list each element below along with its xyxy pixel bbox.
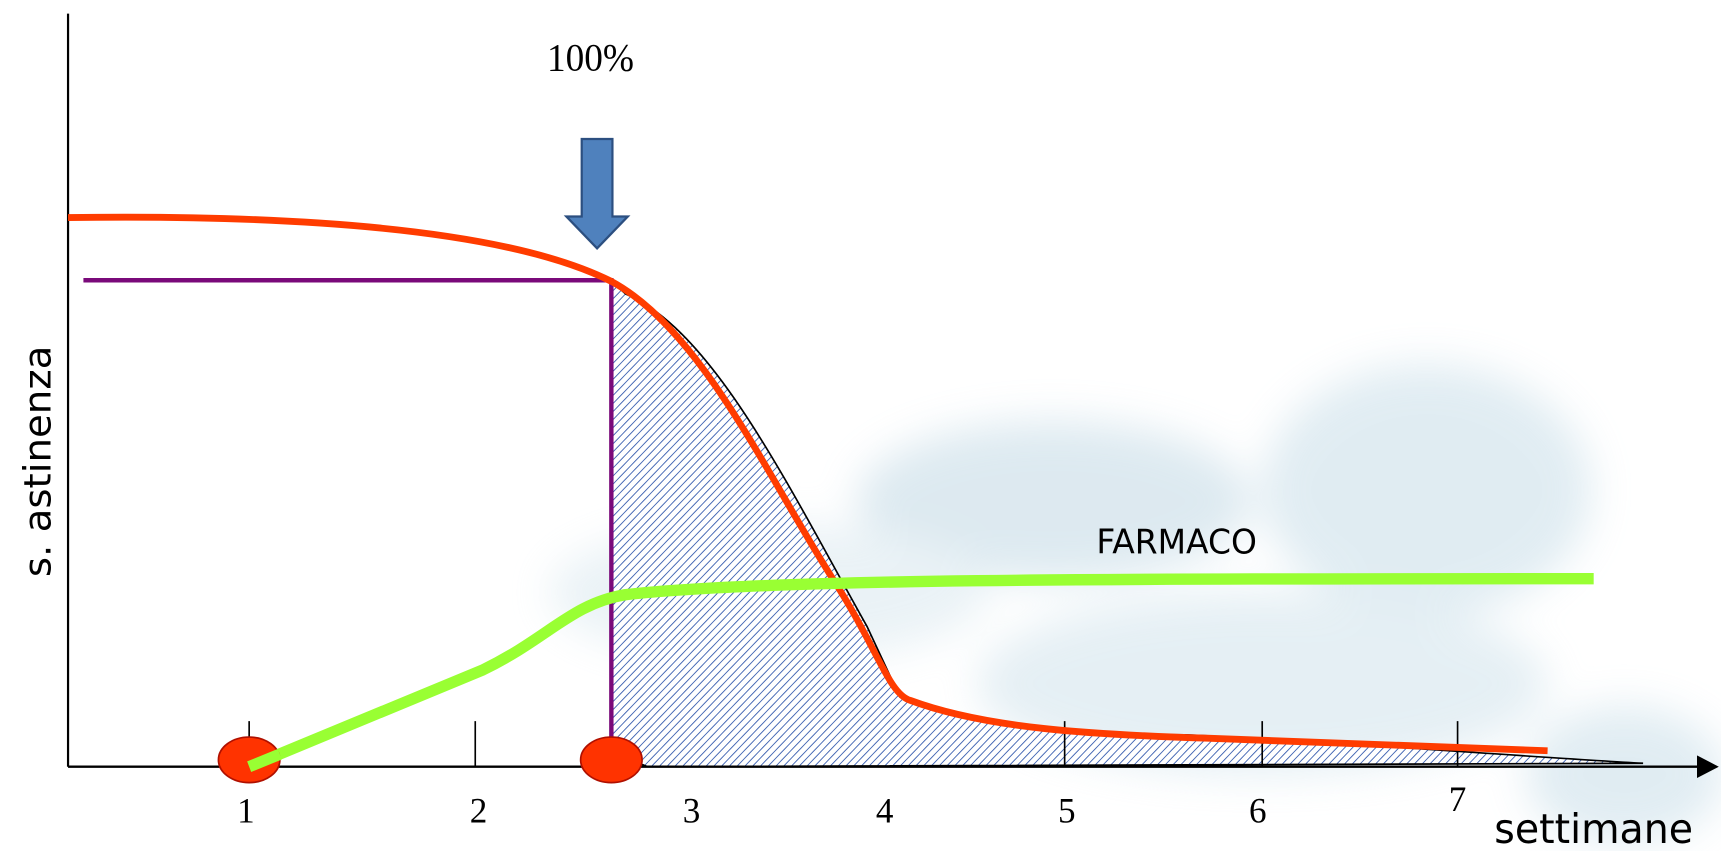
x-tick-label: 4 [876,790,894,831]
x-tick-labels: 1 2 3 4 5 6 7 [237,779,1466,831]
x-tick-label: 1 [237,790,255,831]
marker-label: 100% [547,37,634,80]
y-axis-label: s. astinenza [16,346,59,578]
dose-marker [581,737,642,783]
marker-arrow [566,139,627,248]
x-tick-label: 3 [683,790,701,831]
x-tick-label: 5 [1058,790,1076,831]
curve-label: FARMACO [1096,522,1257,562]
x-axis-label: settimane [1494,806,1693,851]
x-tick-label: 7 [1449,779,1467,820]
x-tick-label: 6 [1249,790,1267,831]
reference-line [83,280,611,766]
diagram: 100% s. astinenza settimane FARMACO 1 2 3 4… [0,0,1721,851]
x-tick-label: 2 [470,790,488,831]
